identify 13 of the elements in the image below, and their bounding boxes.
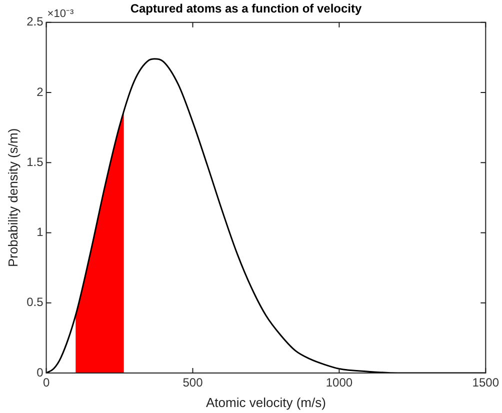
x-tick-label: 500 xyxy=(182,376,204,390)
y-tick-label: 2.5 xyxy=(26,14,44,29)
x-axis-title: Atomic velocity (m/s) xyxy=(206,394,326,410)
chart-title: Captured atoms as a function of velocity xyxy=(130,2,362,16)
x-tick-label: 1000 xyxy=(326,376,353,390)
x-tick-label: 1500 xyxy=(472,376,500,390)
y-tick-label: 0 xyxy=(36,365,44,380)
y-tick-label: 1 xyxy=(36,225,44,240)
y-axis-title: Probability density (s/m) xyxy=(5,128,20,268)
y-tick-label: 0.5 xyxy=(26,295,44,310)
text: ×10⁻³ xyxy=(47,8,74,20)
y-tick-label: 2 xyxy=(36,84,44,99)
y-tick-label: 1.5 xyxy=(26,154,44,169)
